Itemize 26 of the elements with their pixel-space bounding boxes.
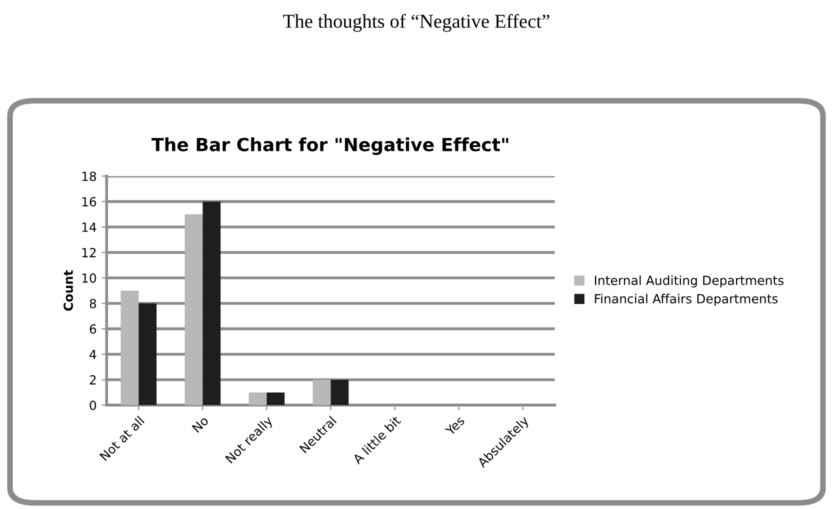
y-tick-label: 4 xyxy=(90,350,96,360)
bar xyxy=(184,214,203,406)
y-tick-label: 12 xyxy=(82,248,96,258)
x-tick-label: No xyxy=(192,416,210,433)
y-tick-label: 6 xyxy=(90,324,96,334)
bar xyxy=(202,202,221,406)
bar xyxy=(312,380,331,406)
x-tick-label: Not at all xyxy=(99,416,145,462)
y-tick-label: 0 xyxy=(90,400,96,410)
chart-title: The Bar Chart for "Negative Effect" xyxy=(152,137,508,156)
x-tick-label: Yes xyxy=(444,416,466,436)
legend-label: Financial Affairs Departments xyxy=(594,294,778,306)
y-tick-label: 16 xyxy=(82,197,96,206)
y-tick-label: 2 xyxy=(90,375,96,384)
bar xyxy=(330,380,349,406)
y-tick-label: 10 xyxy=(82,273,96,283)
bar xyxy=(120,290,139,406)
bar xyxy=(266,392,285,406)
y-tick-label: 18 xyxy=(82,172,96,182)
bar xyxy=(138,303,157,406)
y-tick-label: 8 xyxy=(90,298,96,308)
y-axis-title: Count xyxy=(64,270,74,311)
legend-label: Internal Auditing Departments xyxy=(594,275,784,288)
text: The thoughts of “Negative Effect” xyxy=(283,14,550,32)
bar xyxy=(248,392,267,406)
y-tick-label: 14 xyxy=(82,222,96,232)
